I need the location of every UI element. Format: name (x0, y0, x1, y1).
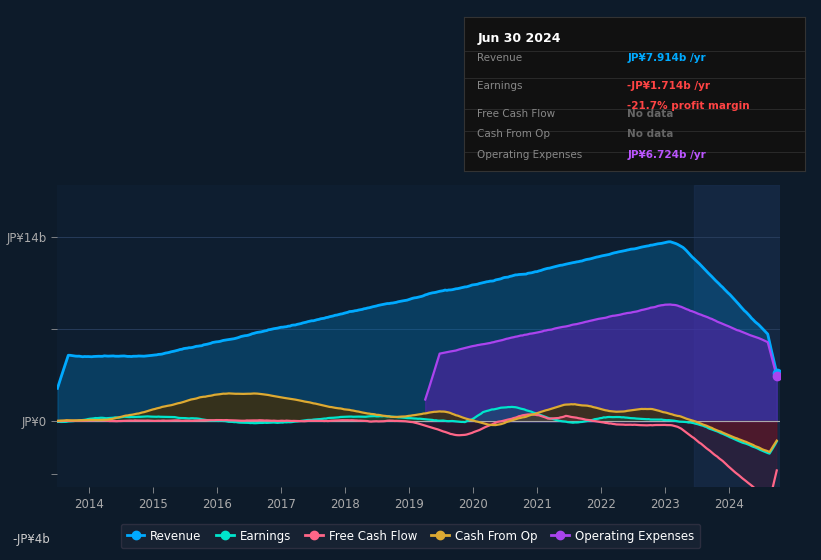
Text: JP¥7.914b /yr: JP¥7.914b /yr (627, 53, 706, 63)
Text: Free Cash Flow: Free Cash Flow (478, 109, 556, 119)
Text: Earnings: Earnings (478, 81, 523, 91)
Text: Jun 30 2024: Jun 30 2024 (478, 32, 561, 45)
Text: -21.7% profit margin: -21.7% profit margin (627, 101, 750, 111)
Text: No data: No data (627, 129, 674, 139)
Text: No data: No data (627, 109, 674, 119)
Text: -JP¥4b: -JP¥4b (12, 533, 50, 547)
Text: JP¥6.724b /yr: JP¥6.724b /yr (627, 151, 706, 160)
Text: -JP¥1.714b /yr: -JP¥1.714b /yr (627, 81, 710, 91)
Text: Revenue: Revenue (478, 53, 523, 63)
Text: Operating Expenses: Operating Expenses (478, 151, 583, 160)
Legend: Revenue, Earnings, Free Cash Flow, Cash From Op, Operating Expenses: Revenue, Earnings, Free Cash Flow, Cash … (121, 524, 700, 548)
Text: Cash From Op: Cash From Op (478, 129, 551, 139)
Bar (694, 185, 780, 487)
